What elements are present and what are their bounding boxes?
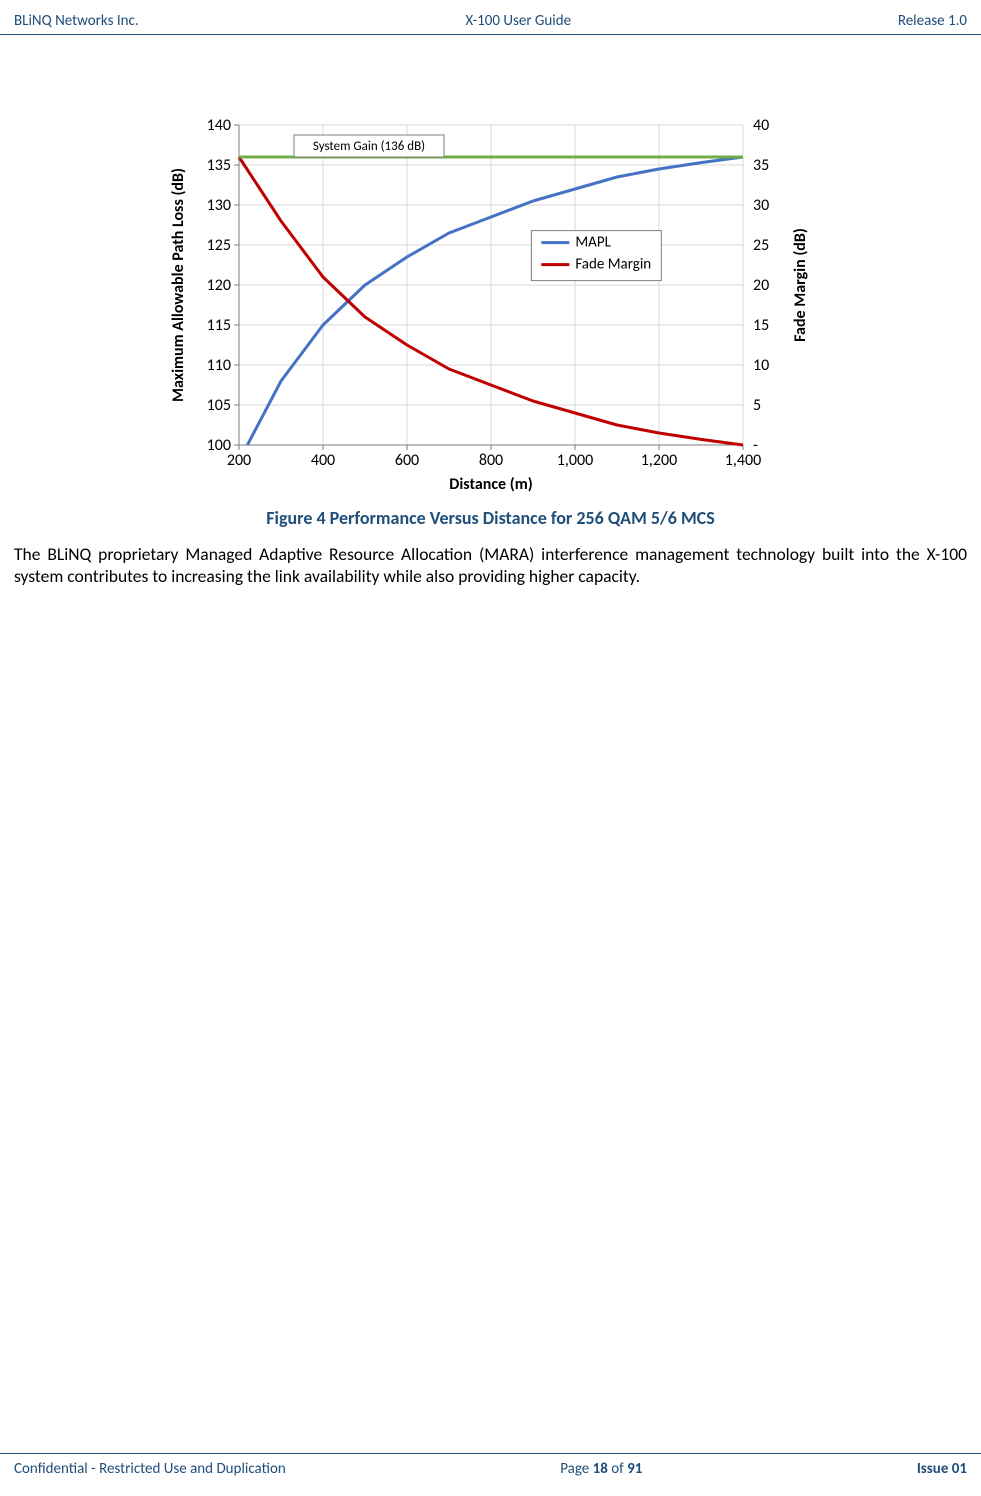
svg-text:100: 100 [206,436,230,455]
svg-text:40: 40 [753,116,769,135]
svg-text:5: 5 [753,396,761,415]
svg-text:10: 10 [753,356,769,375]
svg-text:110: 110 [206,356,230,375]
footer-page-prefix: Page [560,1460,592,1478]
svg-text:Maximum Allowable Path Loss (d: Maximum Allowable Path Loss (dB) [169,168,188,402]
svg-text:15: 15 [753,316,769,335]
svg-text:120: 120 [206,276,230,295]
svg-text:140: 140 [206,116,230,135]
svg-text:1,000: 1,000 [556,451,592,470]
svg-text:Distance (m): Distance (m) [449,475,532,494]
footer-page-mid: of [608,1460,627,1478]
body-paragraph: The BLiNQ proprietary Managed Adaptive R… [0,543,981,588]
header-left: BLiNQ Networks Inc. [14,12,139,30]
svg-text:MAPL: MAPL [575,234,611,252]
svg-text:1,200: 1,200 [640,451,676,470]
footer-page-total: 91 [627,1460,642,1478]
svg-text:System Gain (136 dB): System Gain (136 dB) [312,139,424,154]
svg-text:105: 105 [206,396,230,415]
figure-4-chart: 2004006008001,0001,2001,400Distance (m)1… [161,115,821,495]
chart-svg: 2004006008001,0001,2001,400Distance (m)1… [161,115,821,495]
svg-text:25: 25 [753,236,769,255]
footer-page: Page 18 of 91 [560,1460,642,1478]
svg-text:30: 30 [753,196,769,215]
svg-text:400: 400 [310,451,334,470]
svg-text:130: 130 [206,196,230,215]
svg-text:20: 20 [753,276,769,295]
header-right: Release 1.0 [898,12,967,30]
svg-text:125: 125 [206,236,230,255]
svg-text:600: 600 [394,451,418,470]
header-center: X-100 User Guide [465,12,571,30]
svg-text:135: 135 [206,156,230,175]
footer-right: Issue 01 [917,1460,967,1478]
page-footer: Confidential - Restricted Use and Duplic… [0,1453,981,1496]
footer-page-num: 18 [593,1460,608,1478]
svg-text:Fade Margin: Fade Margin [575,256,651,274]
svg-text:Fade Margin (dB): Fade Margin (dB) [791,228,810,342]
page-header: BLiNQ Networks Inc. X-100 User Guide Rel… [0,0,981,35]
footer-issue: Issue 01 [917,1460,967,1478]
svg-text:-: - [753,436,758,455]
svg-text:115: 115 [206,316,230,335]
figure-caption: Figure 4 Performance Versus Distance for… [0,507,981,529]
svg-text:800: 800 [478,451,502,470]
footer-left: Confidential - Restricted Use and Duplic… [14,1460,286,1478]
svg-text:35: 35 [753,156,769,175]
